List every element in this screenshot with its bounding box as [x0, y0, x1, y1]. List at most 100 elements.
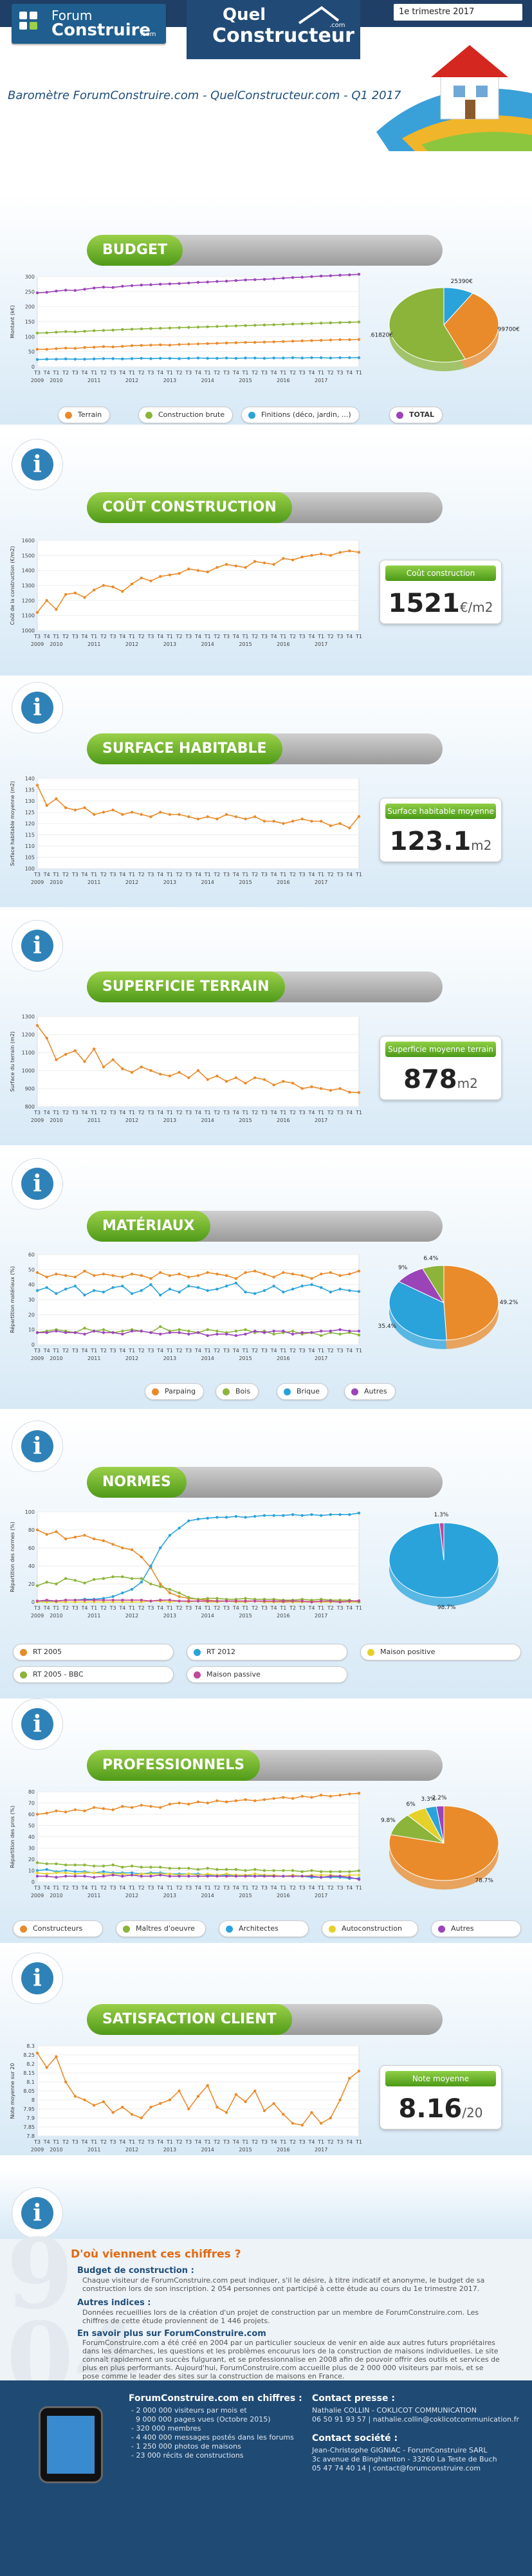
x-tick-label: T2: [100, 2139, 107, 2145]
data-point: [130, 357, 134, 360]
pie-label: 98.7%: [437, 1605, 456, 1611]
data-point: [93, 329, 96, 333]
pie-slice: [443, 1265, 499, 1341]
data-point: [196, 342, 200, 345]
data-point: [216, 2106, 219, 2109]
data-point: [121, 1575, 124, 1578]
data-point: [45, 331, 48, 335]
data-point: [291, 276, 295, 279]
data-point: [45, 291, 48, 294]
data-point: [262, 323, 266, 327]
x-tick-label: T3: [147, 1605, 154, 1611]
data-point: [348, 549, 351, 553]
x-tick-label: T3: [261, 1885, 268, 1891]
data-point: [196, 1875, 200, 1878]
data-point: [187, 1872, 190, 1875]
data-point: [64, 330, 68, 333]
pie-label: 9.8%: [381, 1817, 396, 1824]
data-point: [272, 1797, 275, 1800]
quelconstructeur-logo[interactable]: Quel Constructeur .com: [187, 0, 360, 59]
y-tick-label: 8.05: [23, 2088, 35, 2094]
data-point: [111, 328, 115, 332]
y-tick-label: 1000: [22, 1068, 35, 1074]
data-point: [83, 1060, 86, 1063]
data-point: [272, 1284, 275, 1288]
x-tick-label: T3: [109, 634, 116, 639]
x-tick-label: T2: [176, 634, 183, 639]
info-button[interactable]: i: [12, 2187, 63, 2239]
data-point: [178, 1866, 181, 1870]
legend-rt2005: RT 2005: [13, 1644, 174, 1661]
x-tick-label: T3: [336, 634, 344, 639]
data-point: [178, 1328, 181, 1331]
data-point: [348, 1599, 351, 1603]
budget-pie-chart: 25390€ 99700€ 161820€: [370, 279, 520, 371]
data-point: [348, 1329, 351, 1333]
info-button[interactable]: i: [12, 1158, 63, 1210]
data-point: [244, 1597, 247, 1600]
x-tick-label: T2: [213, 634, 220, 639]
data-point: [272, 1875, 275, 1878]
data-point: [102, 1870, 105, 1873]
data-point: [272, 340, 275, 344]
data-point: [357, 814, 361, 818]
info-button[interactable]: i: [12, 682, 63, 733]
x-year-label: 2015: [239, 1893, 252, 1899]
data-point: [319, 338, 323, 342]
y-tick-label: 50: [28, 1267, 35, 1273]
data-point: [93, 286, 96, 290]
x-year-label: 2010: [50, 879, 62, 885]
data-point: [149, 1599, 152, 1603]
x-tick-label: T3: [223, 634, 230, 639]
pie-slice: [439, 1522, 445, 1561]
y-tick-label: 7.9: [26, 2115, 35, 2121]
x-year-label: 2011: [87, 1893, 100, 1899]
data-point: [140, 1599, 143, 1602]
footer-company-contact[interactable]: Jean-Christophe GIGNIAC - ForumConstruir…: [312, 2446, 497, 2472]
data-point: [234, 1334, 238, 1338]
data-point: [216, 342, 219, 345]
data-point: [64, 1331, 68, 1334]
data-point: [282, 1271, 285, 1274]
x-tick-label: T4: [118, 1110, 125, 1116]
data-point: [111, 1274, 115, 1277]
data-point: [130, 1273, 134, 1276]
y-axis-label: Coût de la construction (€/m2): [10, 546, 15, 625]
roof-icon: [298, 6, 340, 24]
data-point: [35, 291, 39, 295]
data-point: [216, 1332, 219, 1336]
x-tick-label: T1: [317, 1110, 324, 1116]
info-button[interactable]: i: [12, 920, 63, 971]
data-point: [357, 1333, 361, 1337]
data-point: [55, 1273, 58, 1276]
data-point: [310, 356, 313, 360]
info-button[interactable]: i: [12, 1698, 63, 1750]
data-point: [310, 2111, 313, 2114]
data-point: [130, 1577, 134, 1580]
data-point: [234, 2093, 238, 2096]
data-point: [272, 1329, 275, 1333]
info-button[interactable]: i: [12, 1953, 63, 2004]
x-year-label: 2014: [201, 641, 214, 647]
footer-press-contact[interactable]: Nathalie COLLIN - COKLICOT COMMUNICATION…: [312, 2406, 520, 2424]
y-tick-label: 20: [28, 1581, 35, 1587]
data-point: [329, 1329, 333, 1333]
info-button[interactable]: i: [12, 439, 63, 490]
x-tick-label: T3: [109, 1348, 116, 1354]
data-point: [102, 811, 105, 814]
info-button[interactable]: i: [12, 1421, 63, 1472]
x-tick-label: T4: [81, 1110, 88, 1116]
data-point: [178, 1273, 181, 1276]
logo2-suffix: .com: [329, 22, 345, 29]
surface-kpi: Surface habitable moyenne 123.1m2: [380, 798, 502, 862]
legend-architectes: Architectes: [219, 1920, 309, 1937]
x-tick-label: T4: [345, 1110, 353, 1116]
data-point: [310, 1277, 313, 1280]
data-point: [111, 1575, 115, 1578]
legend-bois: Bois: [216, 1383, 259, 1400]
forumconstruire-logo[interactable]: Forum Construire .com: [12, 4, 166, 44]
data-point: [158, 1546, 162, 1550]
y-tick-label: 10: [28, 1868, 35, 1874]
data-point: [83, 596, 86, 599]
x-tick-label: T2: [251, 1110, 258, 1116]
